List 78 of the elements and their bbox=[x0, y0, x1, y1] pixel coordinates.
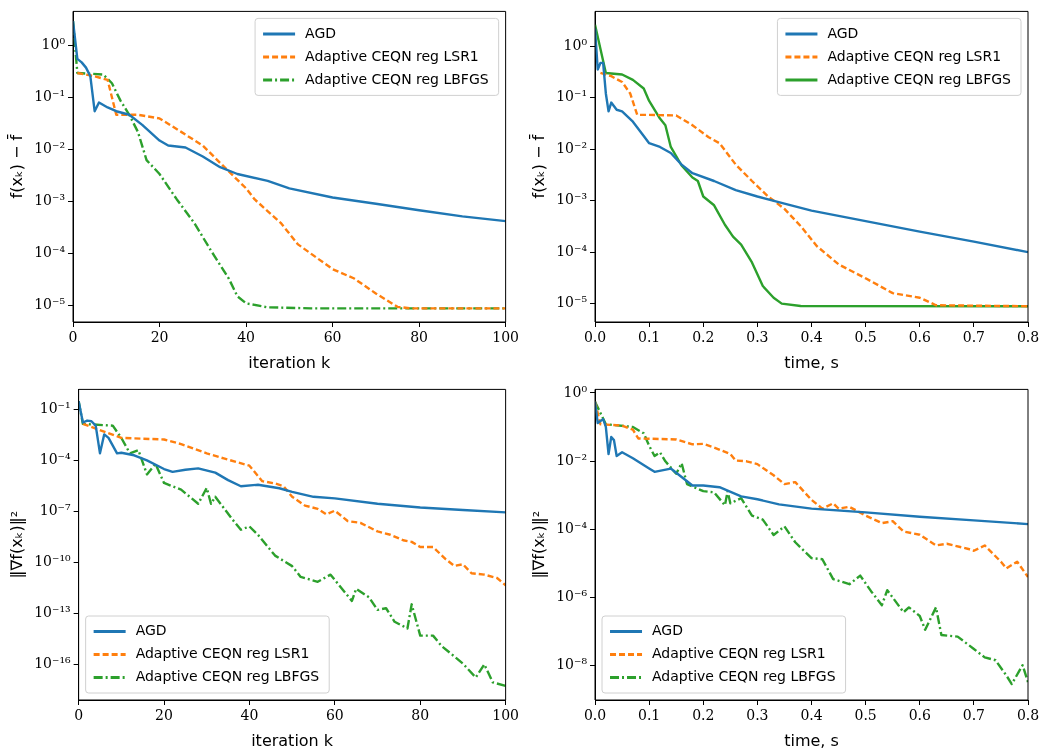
x-tick-label: 0.4 bbox=[800, 707, 823, 724]
legend-label: Adaptive CEQN reg LBFGS bbox=[652, 668, 836, 685]
legend-label: Adaptive CEQN reg LSR1 bbox=[135, 645, 310, 662]
legend-label: Adaptive CEQN reg LSR1 bbox=[305, 47, 479, 64]
x-tick-label: 0.4 bbox=[800, 329, 823, 346]
y-tick-label: 10⁻⁵ bbox=[34, 296, 66, 313]
x-tick-label: 0.3 bbox=[746, 707, 769, 724]
y-axis-title: f(xₖ) − f̄ bbox=[528, 133, 548, 199]
x-tick-label: 0.0 bbox=[583, 707, 607, 724]
line-series bbox=[599, 71, 1028, 308]
legend-label: Adaptive CEQN reg LBFGS bbox=[305, 70, 489, 87]
y-tick-label: 10⁻⁶ bbox=[556, 587, 588, 604]
x-axis-title: iteration k bbox=[248, 352, 332, 372]
y-tick-label: 10⁻⁷ bbox=[39, 502, 71, 519]
y-tick-label: 10⁻² bbox=[556, 139, 588, 156]
y-tick-label: 10⁻² bbox=[34, 140, 66, 157]
x-tick-label: 0.5 bbox=[854, 707, 877, 724]
y-tick-label: 10⁻⁴ bbox=[556, 519, 588, 536]
legend-label: AGD bbox=[305, 24, 337, 41]
x-tick-label: 100 bbox=[492, 329, 520, 346]
x-tick-label: 0.2 bbox=[692, 329, 715, 346]
y-axis-title: ‖∇f(xₖ)‖² bbox=[6, 510, 26, 579]
x-axis-title: iteration k bbox=[251, 730, 334, 750]
y-tick-label: 10⁻¹⁰ bbox=[34, 553, 72, 570]
y-tick-label: 10⁻⁴ bbox=[39, 451, 71, 468]
legend-label: AGD bbox=[827, 24, 859, 41]
x-tick-label: 60 bbox=[323, 329, 342, 346]
line-series bbox=[81, 422, 506, 587]
x-tick-label: 40 bbox=[240, 707, 259, 724]
x-tick-label: 0 bbox=[74, 707, 84, 724]
x-tick-label: 60 bbox=[325, 707, 344, 724]
y-tick-label: 10⁻³ bbox=[556, 191, 588, 208]
x-tick-label: 0.7 bbox=[962, 707, 986, 724]
x-tick-label: 0.7 bbox=[962, 329, 986, 346]
x-tick-label: 0.5 bbox=[854, 329, 877, 346]
y-tick-label: 10⁰ bbox=[563, 383, 588, 400]
x-tick-label: 0.8 bbox=[1016, 329, 1040, 346]
x-tick-label: 0.6 bbox=[908, 707, 931, 724]
legend-label: Adaptive CEQN reg LBFGS bbox=[827, 70, 1012, 87]
y-tick-label: 10⁻¹ bbox=[556, 88, 588, 105]
x-tick-label: 0.3 bbox=[746, 329, 769, 346]
y-tick-label: 10⁻³ bbox=[34, 192, 66, 209]
y-axis-title: f(xₖ) − f̄ bbox=[6, 133, 26, 199]
x-tick-label: 20 bbox=[155, 707, 173, 724]
y-tick-label: 10⁻² bbox=[556, 451, 588, 468]
x-tick-label: 20 bbox=[150, 329, 169, 346]
legend-label: Adaptive CEQN reg LSR1 bbox=[827, 47, 1002, 64]
y-tick-label: 10⁻⁵ bbox=[556, 294, 588, 311]
y-tick-label: 10⁰ bbox=[41, 36, 66, 53]
x-tick-label: 40 bbox=[237, 329, 255, 346]
x-tick-label: 0.6 bbox=[908, 329, 931, 346]
y-axis-title: ‖∇f(xₖ)‖² bbox=[528, 510, 548, 579]
x-axis-title: time, s bbox=[784, 352, 839, 372]
x-axis-title: time, s bbox=[784, 730, 839, 750]
x-tick-label: 0 bbox=[68, 329, 78, 346]
x-tick-label: 100 bbox=[492, 707, 520, 724]
x-tick-label: 0.0 bbox=[583, 329, 607, 346]
line-series bbox=[76, 71, 506, 310]
x-tick-label: 0.1 bbox=[638, 329, 661, 346]
y-tick-label: 10⁻⁴ bbox=[34, 244, 66, 261]
y-tick-label: 10⁻⁸ bbox=[556, 655, 588, 672]
x-tick-label: 80 bbox=[410, 329, 429, 346]
y-tick-label: 10⁻¹³ bbox=[34, 604, 71, 620]
x-tick-label: 80 bbox=[411, 707, 430, 724]
line-series bbox=[595, 400, 1028, 686]
line-series bbox=[595, 400, 1028, 579]
legend-label: Adaptive CEQN reg LSR1 bbox=[652, 645, 826, 662]
legend-label: Adaptive CEQN reg LBFGS bbox=[135, 668, 320, 685]
legend-label: AGD bbox=[135, 622, 167, 639]
x-tick-label: 0.8 bbox=[1016, 707, 1040, 724]
x-tick-label: 0.2 bbox=[692, 707, 715, 724]
legend-label: AGD bbox=[652, 622, 683, 639]
y-tick-label: 10⁻¹ bbox=[34, 88, 66, 105]
x-tick-label: 0.1 bbox=[638, 707, 661, 724]
y-tick-label: 10⁻¹ bbox=[39, 400, 71, 417]
y-tick-label: 10⁻¹⁶ bbox=[34, 655, 72, 671]
y-tick-label: 10⁻⁴ bbox=[556, 242, 588, 259]
y-tick-label: 10⁰ bbox=[563, 36, 588, 53]
